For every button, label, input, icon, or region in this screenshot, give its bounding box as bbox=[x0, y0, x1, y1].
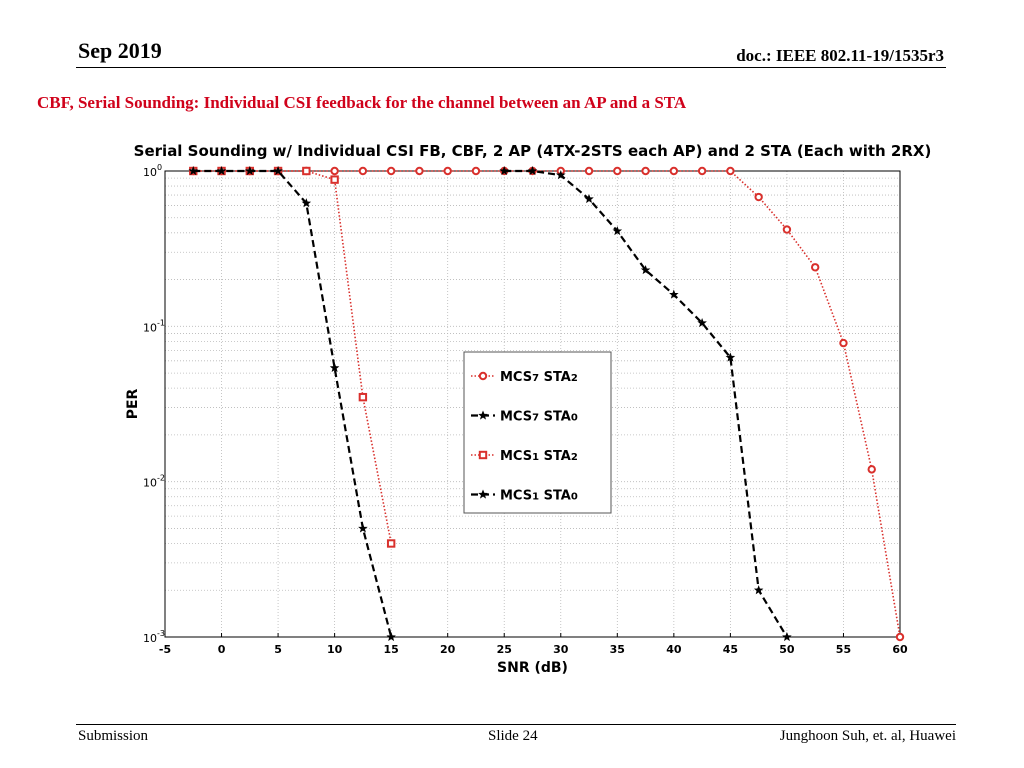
x-tick-label: 20 bbox=[440, 643, 456, 656]
slide-title: CBF, Serial Sounding: Individual CSI fee… bbox=[37, 93, 687, 112]
data-point bbox=[584, 193, 594, 204]
data-point bbox=[329, 362, 340, 372]
footer-submission: Submission bbox=[78, 728, 149, 744]
x-tick-label: 10 bbox=[327, 643, 343, 656]
data-point bbox=[527, 166, 538, 176]
footer-authors: Junghoon Suh, et. al, Huawei bbox=[779, 728, 956, 744]
data-point bbox=[443, 166, 452, 176]
data-point bbox=[478, 371, 488, 381]
x-tick-label: 30 bbox=[553, 643, 569, 656]
x-tick-label: 50 bbox=[779, 643, 795, 656]
data-point bbox=[301, 198, 312, 208]
legend: MCS7 STA2 MCS7 STA0 MCS1 STA2 MCS1 STA0 bbox=[463, 351, 612, 514]
data-point bbox=[330, 175, 339, 184]
data-point bbox=[273, 165, 283, 176]
x-tick-label: 0 bbox=[218, 643, 226, 656]
legend-item: MCS1 STA2 bbox=[471, 449, 578, 464]
data-point bbox=[613, 166, 622, 176]
data-point bbox=[471, 166, 481, 176]
series-line bbox=[504, 169, 788, 638]
grid bbox=[164, 171, 901, 638]
x-tick-label: 5 bbox=[274, 643, 282, 656]
data-point bbox=[640, 265, 651, 275]
data-point bbox=[358, 392, 368, 402]
header-doc-id: doc.: IEEE 802.11-19/1535r3 bbox=[736, 46, 944, 65]
data-point bbox=[386, 539, 396, 548]
x-tick-label: 35 bbox=[610, 643, 625, 656]
data-point bbox=[499, 165, 509, 176]
data-point bbox=[386, 166, 396, 176]
x-tick-label: 40 bbox=[666, 643, 682, 656]
y-tick-label: 10-2 bbox=[143, 474, 165, 490]
data-point bbox=[612, 226, 623, 236]
data-point bbox=[302, 166, 311, 176]
legend-item: MCS7 STA0 bbox=[471, 410, 578, 425]
data-point bbox=[584, 166, 594, 176]
x-tick-label: 60 bbox=[892, 643, 908, 656]
data-point bbox=[895, 632, 905, 642]
series-mcs7-sta0 bbox=[499, 165, 792, 642]
data-point bbox=[753, 585, 764, 595]
x-tick-label: 45 bbox=[723, 643, 738, 656]
data-point bbox=[555, 170, 566, 180]
data-point bbox=[641, 166, 650, 176]
data-point bbox=[386, 631, 396, 642]
data-point bbox=[782, 631, 792, 642]
series-mcs1-sta0 bbox=[188, 165, 396, 642]
legend-label: MCS1 STA0 bbox=[500, 489, 578, 504]
data-point bbox=[330, 166, 339, 176]
x-tick-label: -5 bbox=[159, 643, 171, 656]
legend-label: MCS7 STA2 bbox=[500, 370, 578, 385]
series-line bbox=[193, 170, 392, 544]
y-tick-label: 100 bbox=[143, 163, 162, 179]
data-point bbox=[725, 352, 736, 362]
data-point bbox=[188, 165, 199, 176]
header-divider bbox=[76, 67, 946, 68]
footer-slide-number: Slide 24 bbox=[488, 728, 538, 744]
series-line bbox=[193, 169, 393, 638]
data-point bbox=[782, 225, 792, 234]
data-point bbox=[726, 166, 735, 176]
footer-divider bbox=[76, 724, 956, 725]
data-point bbox=[358, 523, 368, 533]
chart-title: Serial Sounding w/ Individual CSI FB, CB… bbox=[134, 142, 932, 160]
data-point bbox=[245, 166, 255, 176]
x-tick-label: 25 bbox=[497, 643, 512, 656]
x-tick-label: 15 bbox=[383, 643, 398, 656]
data-point bbox=[697, 166, 707, 176]
data-point bbox=[478, 410, 488, 420]
data-point bbox=[669, 289, 679, 299]
data-point bbox=[669, 166, 679, 176]
data-point bbox=[810, 263, 820, 272]
legend-item: MCS1 STA0 bbox=[471, 489, 578, 504]
data-point bbox=[754, 192, 763, 202]
y-tick-label: 10-3 bbox=[143, 629, 165, 645]
y-axis-label: PER bbox=[125, 388, 141, 419]
header-date: Sep 2019 bbox=[78, 38, 162, 63]
legend-item: MCS7 STA2 bbox=[471, 370, 578, 385]
legend-label: MCS7 STA0 bbox=[500, 410, 578, 425]
y-tick-label: 10-1 bbox=[143, 318, 165, 334]
data-point bbox=[358, 166, 368, 176]
data-point bbox=[216, 165, 227, 176]
data-point bbox=[478, 489, 488, 499]
data-point bbox=[415, 166, 424, 176]
data-point bbox=[478, 450, 488, 460]
data-point bbox=[867, 465, 876, 474]
legend-box bbox=[463, 351, 612, 514]
data-point bbox=[697, 317, 707, 328]
data-point bbox=[839, 338, 848, 348]
x-tick-label: 55 bbox=[836, 643, 851, 656]
series-mcs1-sta2 bbox=[189, 166, 396, 548]
x-axis-label: SNR (dB) bbox=[497, 660, 568, 676]
legend-label: MCS1 STA2 bbox=[500, 449, 578, 464]
